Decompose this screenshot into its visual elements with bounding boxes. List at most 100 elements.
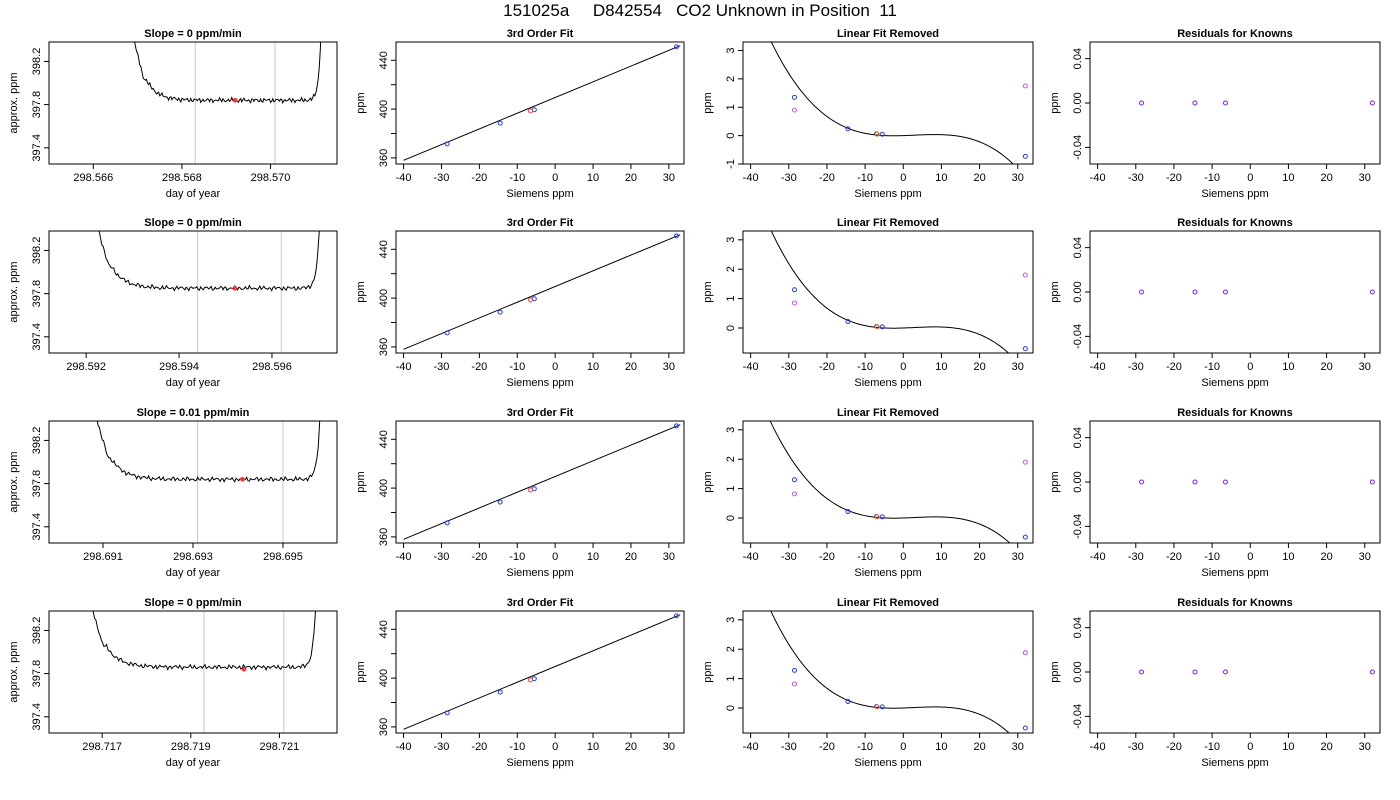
x-tick-label: 298.691 [83,551,123,563]
y-axis-label: ppm [702,281,714,302]
panel-title: Residuals for Knowns [1177,597,1293,609]
known-residual-point [1192,479,1198,485]
panel-time-trace: Slope = 0.01 ppm/min 298.691 298.693 298.69… [8,407,338,579]
known-residual-point [1139,289,1145,295]
x-tick-label: 20 [625,551,637,563]
x-axis-label: Siemens ppm [506,757,573,769]
x-tick-label: -20 [471,741,487,753]
y-tick-label: 440 [378,620,390,638]
cubic-fit-curve [770,231,1010,353]
mean-point [232,285,238,291]
y-tick-label: 0.04 [1072,617,1084,638]
y-axis-label: ppm [355,661,367,682]
y-tick-label: 1 [725,486,737,492]
x-axis-label: Siemens ppm [1201,188,1268,200]
x-tick-label: -40 [743,551,759,563]
y-tick-label: 1 [725,296,737,302]
panel-title: Slope = 0 ppm/min [144,28,242,40]
known-standard-point [497,689,503,695]
x-tick-label: 10 [587,741,599,753]
y-tick-label: 3 [725,617,737,623]
x-tick-label: -20 [819,741,835,753]
y-axis-label: approx. ppm [8,261,20,322]
y-tick-label: 0.00 [1072,92,1084,113]
x-tick-label: 0 [552,172,558,184]
y-tick-label: 1 [725,104,737,110]
y-tick-label: 2 [725,456,737,462]
x-tick-label: 10 [935,172,947,184]
panel-knowns-residuals: Residuals for Knowns -40 -30 -20 -10 0 10 20 30 -… [1049,407,1381,579]
known-residual-point [1139,100,1145,106]
x-tick-label: -10 [857,741,873,753]
plot-area [1139,479,1375,485]
known-standard-point [879,324,885,330]
x-tick-label: -10 [1204,551,1220,563]
mean-point [241,667,247,672]
known-residual-point [1192,100,1198,106]
plot-area [770,231,1028,353]
panel-fit: 3rd Order Fit -40 -30 -20 -10 0 10 20 30 360 400 44… [355,28,685,200]
x-tick-label: 10 [587,551,599,563]
y-tick-label: 1 [725,676,737,682]
plot-frame [742,610,1034,734]
x-tick-label: 30 [1012,551,1024,563]
cubic-fit-curve [770,611,1010,733]
x-axis-label: day of year [166,188,221,200]
known-standard-point [673,233,679,239]
known-standard-point [444,710,450,716]
ppm-trace [96,421,321,483]
y-tick-label: 397.8 [31,470,43,498]
x-tick-label: 0 [900,741,906,753]
known-standard-point [444,330,450,336]
plot-area [403,423,681,540]
x-tick-label: 30 [1012,741,1024,753]
x-tick-label: 30 [1012,361,1024,373]
x-tick-label: 10 [935,741,947,753]
x-tick-label: 10 [1282,741,1294,753]
y-tick-label: 400 [378,669,390,687]
x-tick-label: 10 [935,361,947,373]
x-tick-label: 20 [1320,551,1332,563]
y-axis-label: ppm [702,661,714,682]
x-tick-label: -30 [434,551,450,563]
x-tick-label: 30 [663,551,675,563]
panel-title: Linear Fit Removed [837,28,939,40]
ppm-trace [98,231,320,292]
known-residual-point [1139,479,1145,485]
x-tick-label: 20 [1320,361,1332,373]
y-tick-label: 440 [378,240,390,258]
x-tick-label: 298.596 [252,361,292,373]
x-axis-label: Siemens ppm [1201,377,1268,389]
panel-residual-curve: Linear Fit Removed-40 -30 -20 -10 0 10 20 30-10… [702,28,1034,200]
unknown-sample-point [874,704,880,710]
x-tick-label: -30 [434,172,450,184]
known-standard-point [1022,346,1028,352]
y-tick-label: 397.8 [31,660,43,688]
linear-residual-point [792,491,797,497]
plot-frame [1089,230,1381,354]
x-tick-label: 20 [625,361,637,373]
known-residual-point [1369,669,1375,675]
y-tick-label: 398.2 [31,237,43,265]
y-tick-label: 0.00 [1072,471,1084,492]
panel-residual-curve: Linear Fit Removed -40 -30 -20 -10 0 10 20 30 0 1 2… [702,407,1034,579]
y-tick-label: 2 [725,266,737,272]
y-tick-label: 400 [378,289,390,307]
cubic-fit-curve [769,421,1011,543]
unknown-sample-point [528,297,534,303]
y-tick-label: 360 [378,718,390,736]
y-tick-label: 398.2 [31,617,43,645]
y-tick-label: 360 [378,528,390,546]
x-tick-label: -10 [509,741,525,753]
y-tick-label: -0.04 [1072,324,1084,349]
y-tick-label: 400 [378,100,390,118]
x-tick-label: 10 [587,172,599,184]
x-axis-label: Siemens ppm [1201,567,1268,579]
y-tick-label: 398.2 [31,427,43,455]
known-standard-point [1022,534,1028,540]
panel-title: Slope = 0.01 ppm/min [137,407,250,419]
known-standard-point [879,131,885,137]
plot-frame [742,41,1034,165]
x-axis-label: Siemens ppm [854,757,921,769]
